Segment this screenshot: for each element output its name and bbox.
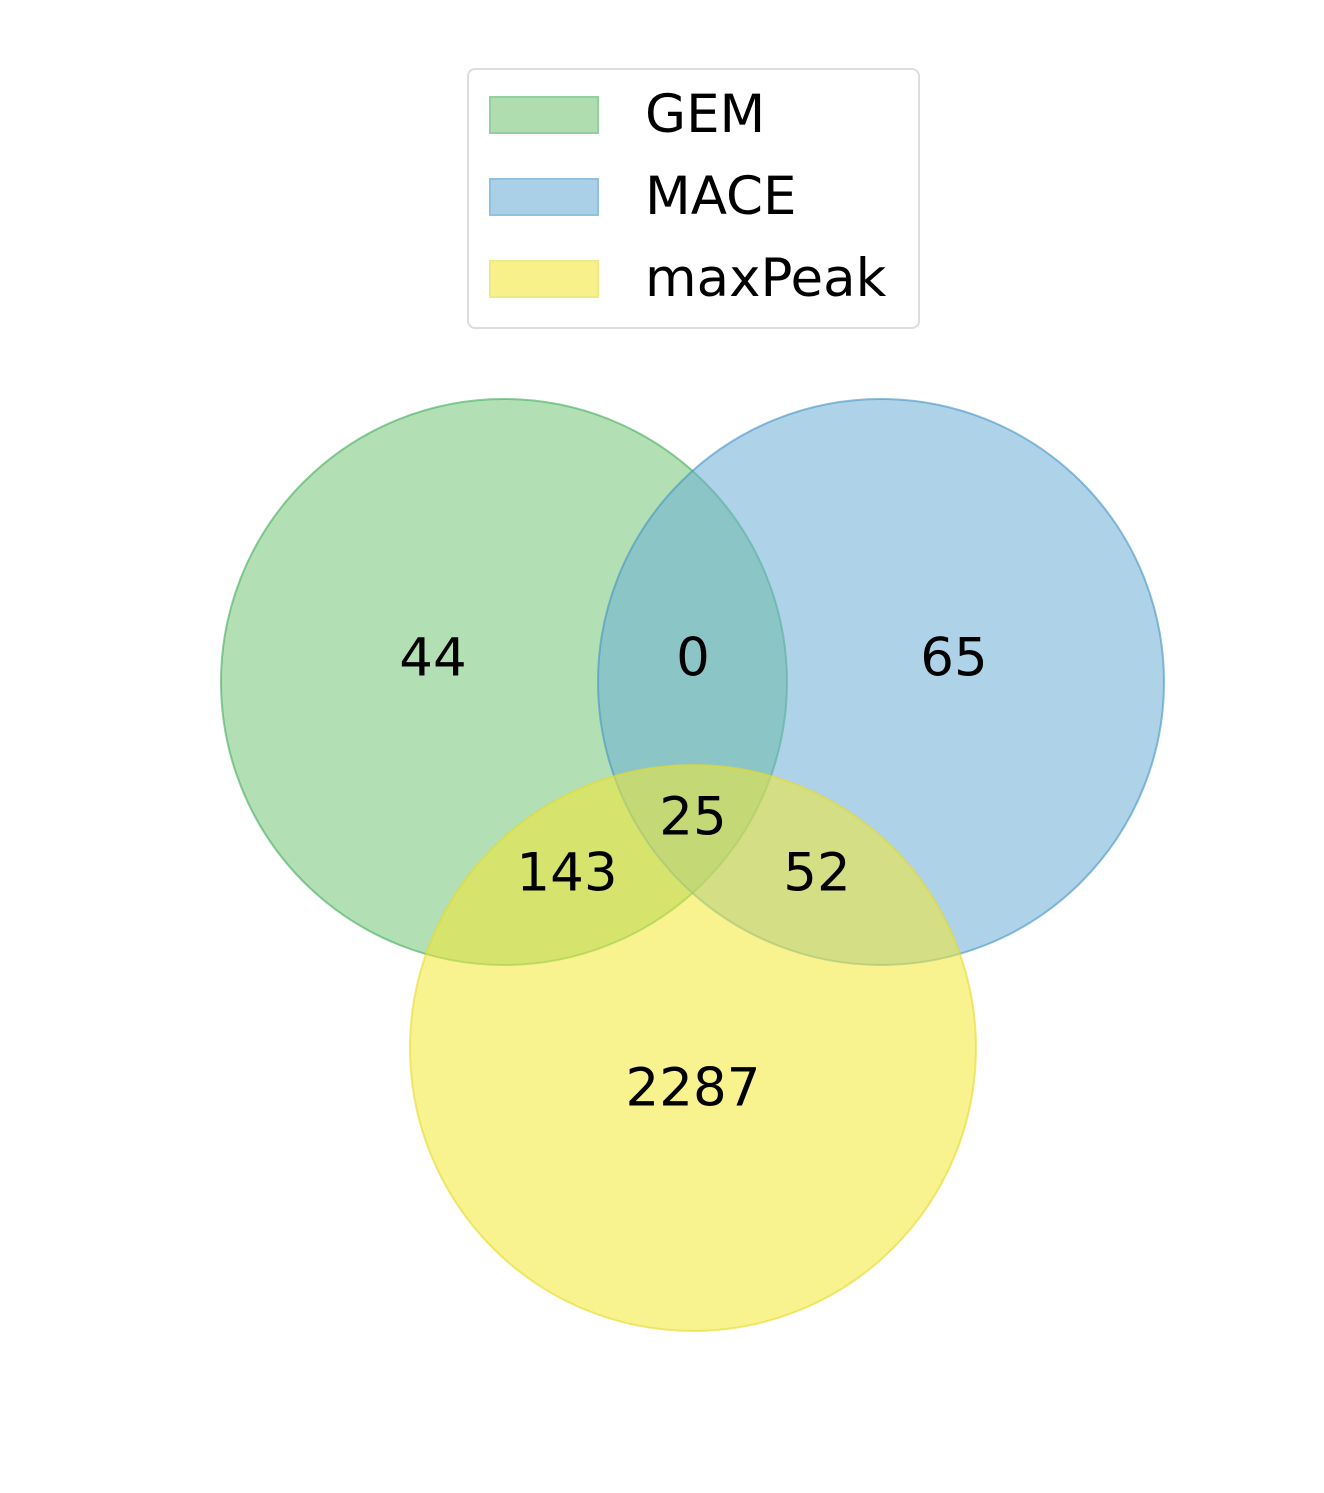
region-label-mace-maxpeak: 52 bbox=[783, 843, 850, 904]
region-label-gem-only: 44 bbox=[399, 628, 466, 689]
region-label-mace-only: 65 bbox=[920, 628, 987, 689]
region-label-maxpeak-only: 2287 bbox=[626, 1058, 761, 1119]
legend-label-maxpeak: maxPeak bbox=[645, 248, 887, 309]
legend: GEM MACE maxPeak bbox=[467, 68, 920, 329]
legend-entry-mace: MACE bbox=[489, 167, 797, 227]
region-label-gem-maxpeak: 143 bbox=[516, 843, 617, 904]
legend-swatch-maxpeak bbox=[489, 260, 599, 298]
legend-swatch-mace bbox=[489, 178, 599, 216]
legend-entry-gem: GEM bbox=[489, 85, 765, 145]
legend-entry-maxpeak: maxPeak bbox=[489, 249, 886, 309]
circle-maxpeak bbox=[409, 764, 977, 1332]
legend-swatch-gem bbox=[489, 96, 599, 134]
legend-label-mace: MACE bbox=[645, 166, 797, 227]
region-label-all-three: 25 bbox=[659, 787, 726, 848]
region-label-gem-mace: 0 bbox=[676, 628, 710, 689]
legend-label-gem: GEM bbox=[645, 84, 766, 145]
